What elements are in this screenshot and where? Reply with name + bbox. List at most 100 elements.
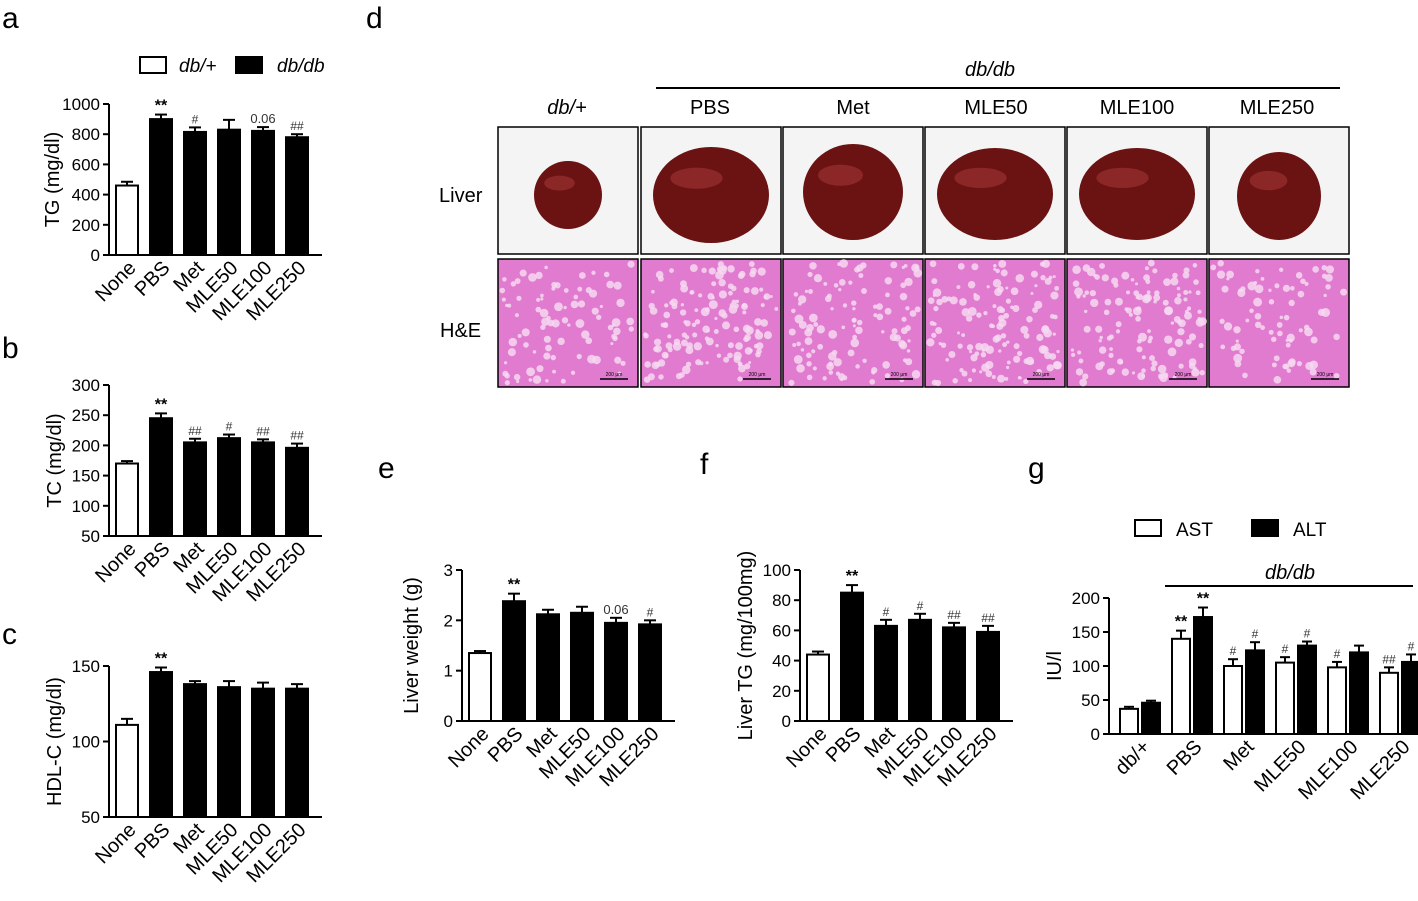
he-vacuole	[830, 307, 834, 311]
he-vacuole	[1152, 268, 1158, 274]
significance-label: ##	[981, 611, 995, 625]
bar	[570, 611, 594, 722]
he-vacuole	[872, 304, 878, 309]
bar	[115, 462, 139, 537]
he-vacuole	[885, 292, 890, 298]
bar	[115, 723, 139, 819]
bar	[840, 591, 864, 723]
he-vacuole	[1125, 307, 1132, 314]
y-tick-label: 40	[772, 652, 791, 671]
liver-highlight	[1096, 167, 1149, 189]
he-vacuole	[693, 342, 702, 351]
he-vacuole	[545, 344, 552, 352]
he-vacuole	[620, 360, 626, 366]
he-vacuole	[971, 263, 979, 271]
he-vacuole	[1013, 343, 1020, 350]
he-vacuole	[994, 334, 1002, 342]
he-vacuole	[540, 293, 544, 298]
he-vacuole	[1282, 284, 1291, 292]
he-vacuole	[755, 329, 760, 334]
he-vacuole	[1255, 269, 1260, 274]
he-vacuole	[1210, 264, 1217, 271]
he-vacuole	[1144, 266, 1149, 271]
panel-label-b: b	[2, 332, 19, 365]
he-vacuole	[1176, 286, 1181, 291]
he-vacuole	[1006, 360, 1011, 365]
he-vacuole	[1253, 297, 1263, 307]
he-vacuole	[957, 262, 965, 270]
significance-label: #	[1304, 627, 1311, 641]
he-vacuole	[800, 348, 805, 352]
he-vacuole	[1147, 259, 1155, 267]
he-vacuole	[997, 285, 1004, 293]
significance-label: **	[1197, 591, 1210, 608]
bar	[1171, 637, 1191, 735]
he-vacuole	[806, 324, 814, 332]
he-vacuole	[1245, 318, 1250, 323]
bar	[502, 600, 526, 722]
he-vacuole	[727, 265, 735, 273]
photo-col-label-1: PBS	[690, 97, 730, 119]
he-vacuole	[1271, 362, 1277, 368]
bar	[183, 441, 207, 538]
he-vacuole	[873, 313, 878, 318]
he-vacuole	[959, 298, 967, 306]
he-vacuole	[681, 339, 688, 347]
he-vacuole	[660, 322, 666, 328]
he-vacuole	[760, 303, 765, 308]
bar	[217, 128, 241, 256]
y-tick-label: 800	[72, 125, 100, 144]
he-vacuole	[570, 300, 579, 309]
he-vacuole	[858, 273, 864, 279]
liver-specimen	[1079, 148, 1195, 240]
he-vacuole	[1020, 325, 1029, 334]
he-vacuole	[606, 280, 615, 289]
bar	[285, 687, 309, 819]
he-vacuole	[769, 295, 773, 299]
he-vacuole	[901, 316, 907, 322]
he-vacuole	[1287, 359, 1296, 368]
he-vacuole	[532, 375, 542, 384]
liver-specimen	[653, 147, 769, 243]
he-vacuole	[804, 289, 809, 293]
he-vacuole	[806, 352, 812, 359]
he-vacuole	[552, 369, 556, 374]
he-vacuole	[851, 300, 857, 306]
he-vacuole	[986, 285, 990, 289]
he-vacuole	[1082, 373, 1089, 380]
he-vacuole	[949, 296, 958, 305]
bar	[1223, 665, 1243, 735]
y-tick-label: 200	[72, 216, 100, 235]
he-vacuole	[882, 361, 890, 369]
he-vacuole	[551, 286, 556, 291]
he-vacuole	[862, 358, 867, 364]
he-vacuole	[967, 280, 976, 289]
he-vacuole	[1130, 277, 1135, 282]
significance-label: **	[155, 651, 168, 668]
he-vacuole	[967, 377, 973, 383]
he-vacuole	[952, 378, 958, 384]
he-vacuole	[1104, 298, 1112, 306]
legend-label-ast: AST	[1176, 520, 1213, 541]
significance-label: **	[846, 568, 859, 585]
he-vacuole	[669, 268, 674, 273]
he-vacuole	[737, 376, 743, 382]
he-vacuole	[1115, 329, 1121, 334]
he-vacuole	[727, 283, 734, 290]
he-vacuole	[957, 343, 963, 349]
he-vacuole	[570, 370, 576, 375]
he-vacuole	[1260, 277, 1265, 281]
he-vacuole	[980, 342, 990, 352]
significance-label: ##	[256, 424, 270, 438]
he-vacuole	[535, 271, 543, 280]
he-vacuole	[995, 268, 1000, 274]
he-vacuole	[705, 361, 709, 365]
he-vacuole	[1298, 328, 1303, 333]
y-tick-label: 150	[72, 467, 100, 486]
he-vacuole	[1135, 295, 1140, 300]
category-label: db/+	[1111, 736, 1154, 779]
photo-column-3: 200 μm	[924, 126, 1066, 388]
he-vacuole	[1233, 326, 1241, 334]
he-vacuole	[1159, 373, 1168, 383]
